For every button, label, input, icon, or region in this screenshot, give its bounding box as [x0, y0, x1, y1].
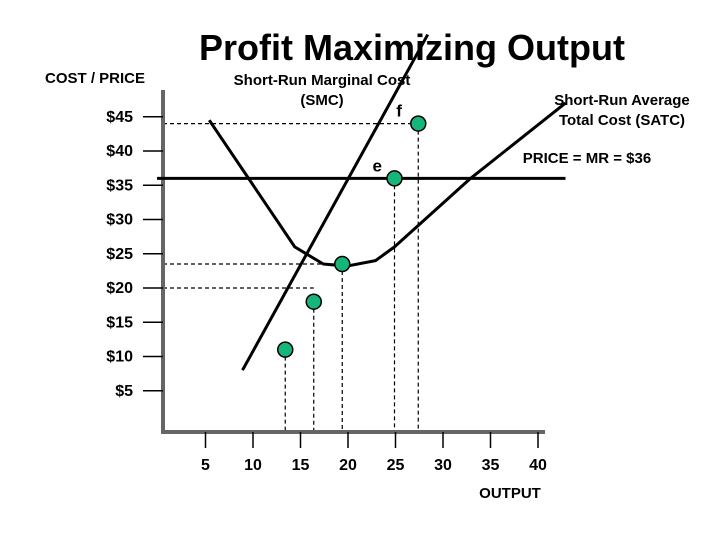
- data-point: [277, 341, 294, 358]
- x-tick-label: 20: [339, 457, 357, 474]
- data-point: [386, 170, 403, 187]
- y-tick-label: $15: [106, 314, 133, 331]
- x-tick-label: 25: [387, 457, 405, 474]
- y-tick-label: $40: [106, 143, 133, 160]
- y-tick-label: $35: [106, 177, 133, 194]
- y-tick-label: $30: [106, 212, 133, 229]
- smc-label-line2: (SMC): [300, 92, 343, 109]
- smc-line: [241, 33, 430, 371]
- y-tick-label: $20: [106, 280, 133, 297]
- data-point: [334, 255, 351, 273]
- satc-curve: [208, 101, 567, 268]
- price-mr-label: PRICE = MR = $36: [523, 150, 651, 167]
- x-tick-label: 5: [201, 457, 210, 474]
- data-points: ef: [277, 102, 427, 358]
- smc-label-line1: Short-Run Marginal Cost: [234, 72, 411, 89]
- data-point: [305, 293, 322, 310]
- point-label-f: f: [396, 102, 402, 121]
- satc-label-line1: Short-Run Average: [554, 92, 690, 109]
- x-tick-label: 35: [482, 457, 500, 474]
- satc-label-line2: Total Cost (SATC): [559, 112, 685, 129]
- y-tick-label: $25: [106, 246, 133, 263]
- x-axis-label: OUTPUT: [479, 485, 541, 502]
- data-point: [410, 115, 427, 132]
- y-tick-label: $45: [106, 109, 133, 126]
- x-tick-label: 15: [292, 457, 310, 474]
- series-lines: [157, 33, 567, 371]
- x-tick-label: 30: [434, 457, 452, 474]
- axes: $5 $10 $15 $20 $25 $30 $35 $40 $45 5 10 15 20 25 30 35 4…: [106, 90, 547, 474]
- series-labels: Short-Run Marginal Cost (SMC) Short-Run Av…: [234, 72, 690, 167]
- x-tick-label: 40: [529, 457, 547, 474]
- y-tick-label: $5: [115, 383, 133, 400]
- x-tick-label: 10: [244, 457, 262, 474]
- y-axis-label: COST / PRICE: [45, 70, 145, 87]
- guide-lines: [163, 122, 419, 432]
- y-tick-label: $10: [106, 349, 133, 366]
- point-label-e: e: [373, 156, 382, 175]
